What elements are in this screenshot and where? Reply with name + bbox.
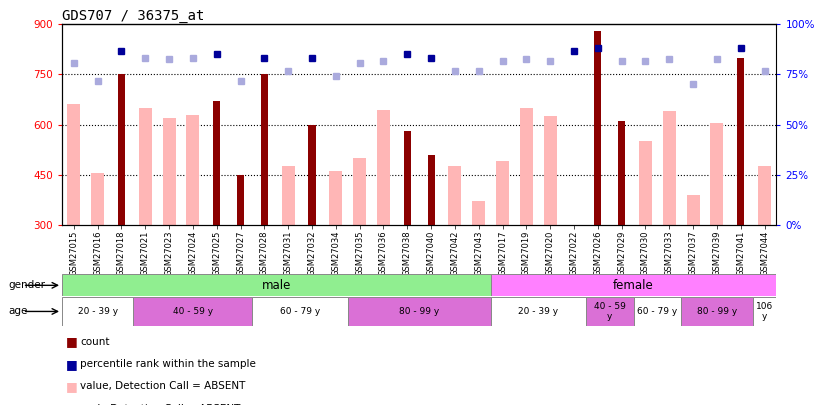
Text: ■: ■ [66,402,78,405]
Bar [681,297,752,326]
Bar [353,158,366,325]
Bar [586,297,634,326]
Bar [91,173,104,325]
Bar [253,297,348,326]
Bar [686,195,700,325]
Text: percentile rank within the sample: percentile rank within the sample [80,359,256,369]
Bar [261,75,268,325]
Bar [139,108,152,325]
Bar [594,31,601,325]
Bar [428,155,434,325]
Bar [348,297,491,326]
Bar [520,108,533,325]
Bar [62,274,491,296]
Bar [544,116,557,325]
Text: age: age [8,307,27,316]
Text: female: female [613,279,654,292]
Text: rank, Detection Call = ABSENT: rank, Detection Call = ABSENT [80,404,240,405]
Text: male: male [262,279,291,292]
Text: value, Detection Call = ABSENT: value, Detection Call = ABSENT [80,382,245,391]
Bar [496,161,509,325]
Text: 60 - 79 y: 60 - 79 y [637,307,677,316]
Bar [163,118,176,325]
Bar [67,104,80,325]
Bar [634,297,681,326]
Text: ■: ■ [66,380,78,393]
Bar [472,201,486,325]
Text: 80 - 99 y: 80 - 99 y [697,307,737,316]
Bar [133,297,253,326]
Text: 60 - 79 y: 60 - 79 y [280,307,320,316]
Bar [752,297,776,326]
Bar [662,111,676,325]
Bar [377,109,390,325]
Bar [491,274,776,296]
Bar [237,175,244,325]
Text: gender: gender [8,280,45,290]
Bar [118,75,125,325]
Bar [710,123,724,325]
Bar [187,115,200,325]
Bar [638,141,652,325]
Text: count: count [80,337,110,347]
Text: 40 - 59
y: 40 - 59 y [594,302,625,321]
Bar [737,58,744,325]
Bar [308,125,316,325]
Text: 40 - 59 y: 40 - 59 y [173,307,213,316]
Text: 106
y: 106 y [756,302,773,321]
Bar [62,297,133,326]
Bar [758,166,771,325]
Bar [618,121,625,325]
Bar [404,131,411,325]
Text: 20 - 39 y: 20 - 39 y [78,307,118,316]
Text: GDS707 / 36375_at: GDS707 / 36375_at [62,9,204,23]
Text: ■: ■ [66,358,78,371]
Text: ■: ■ [66,335,78,348]
Bar [449,166,462,325]
Bar [330,171,343,325]
Bar [491,297,586,326]
Bar [213,101,221,325]
Bar [282,166,295,325]
Text: 20 - 39 y: 20 - 39 y [518,307,558,316]
Text: 80 - 99 y: 80 - 99 y [399,307,439,316]
